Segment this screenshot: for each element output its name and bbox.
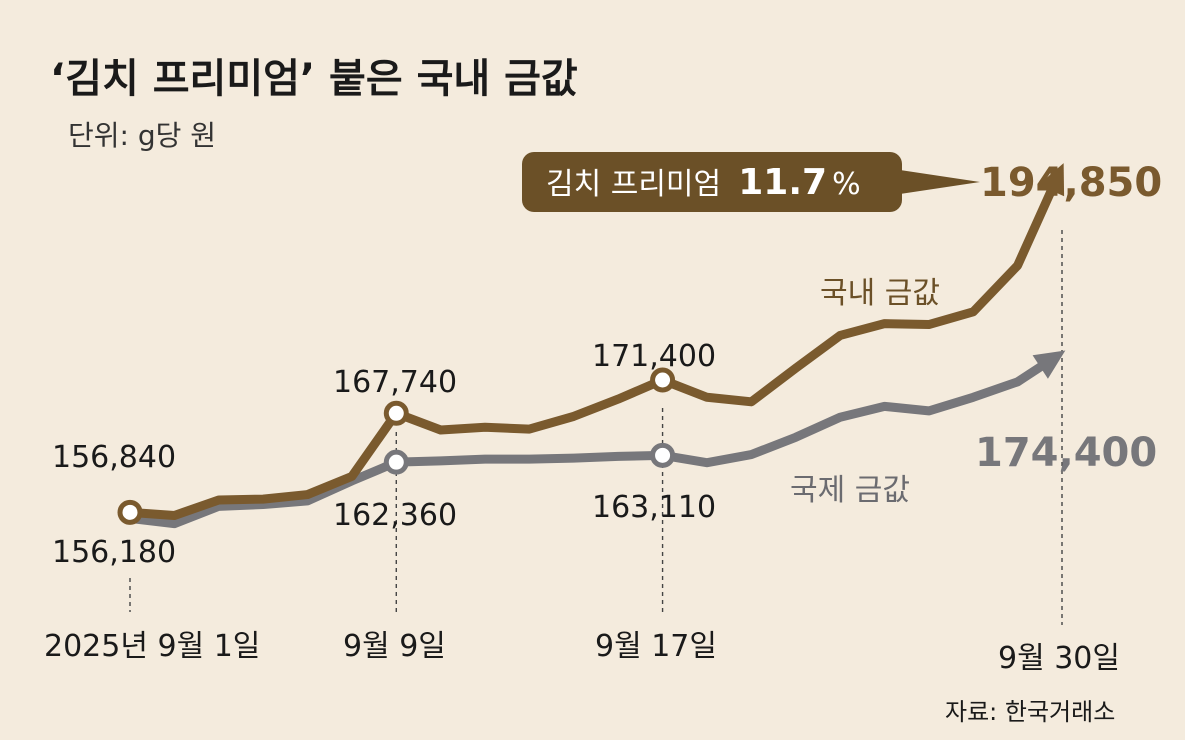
unit-label: 단위: g당 원 — [68, 119, 216, 152]
series-domestic — [125, 163, 1065, 520]
label-domestic-start: 156,840 — [52, 440, 176, 475]
premium-badge-label: 김치 프리미엄 — [546, 167, 721, 202]
series-international — [125, 350, 1066, 529]
source-note: 자료: 한국거래소 — [945, 698, 1115, 726]
series-name-domestic: 국내 금값 — [820, 276, 940, 311]
svg-text:김치 프리미엄 11.7 %: 김치 프리미엄 11.7 % — [546, 162, 861, 203]
x-tick-sep17: 9월 17일 — [595, 629, 717, 664]
premium-badge-value: 11.7 — [738, 162, 827, 203]
series-arrow-1 — [1032, 350, 1066, 379]
series-line-0 — [125, 186, 1056, 520]
premium-badge-suffix: % — [832, 167, 861, 202]
marker-domestic-1 — [383, 400, 409, 426]
marker-international-3 — [383, 449, 409, 475]
label-domestic-sep9: 167,740 — [333, 365, 457, 400]
series-name-international: 국제 금값 — [790, 473, 910, 508]
chart-title: ‘김치 프리미엄’ 붙은 국내 금값 — [50, 56, 578, 102]
x-tick-sep9: 9월 9일 — [343, 629, 446, 664]
label-international-start: 156,180 — [52, 535, 176, 570]
label-international-sep17: 163,110 — [592, 490, 716, 525]
x-tick-sep1: 2025년 9월 1일 — [44, 629, 260, 664]
label-domestic-sep17: 171,400 — [592, 339, 716, 374]
label-domestic-end: 194,850 — [980, 160, 1162, 206]
guide-lines — [129, 230, 1063, 625]
label-international-end: 174,400 — [975, 430, 1157, 476]
premium-badge-arrow — [900, 170, 980, 194]
series-arrow-0 — [1038, 163, 1065, 197]
premium-badge-box — [522, 152, 902, 212]
marker-domestic-0 — [117, 499, 143, 525]
premium-badge: 김치 프리미엄 11.7 % — [522, 152, 980, 212]
series-line-1 — [125, 362, 1045, 529]
markers — [117, 367, 676, 525]
marker-international-4 — [650, 442, 676, 468]
label-international-sep9: 162,360 — [333, 498, 457, 533]
marker-domestic-2 — [650, 367, 676, 393]
x-tick-sep30: 9월 30일 — [998, 641, 1120, 676]
